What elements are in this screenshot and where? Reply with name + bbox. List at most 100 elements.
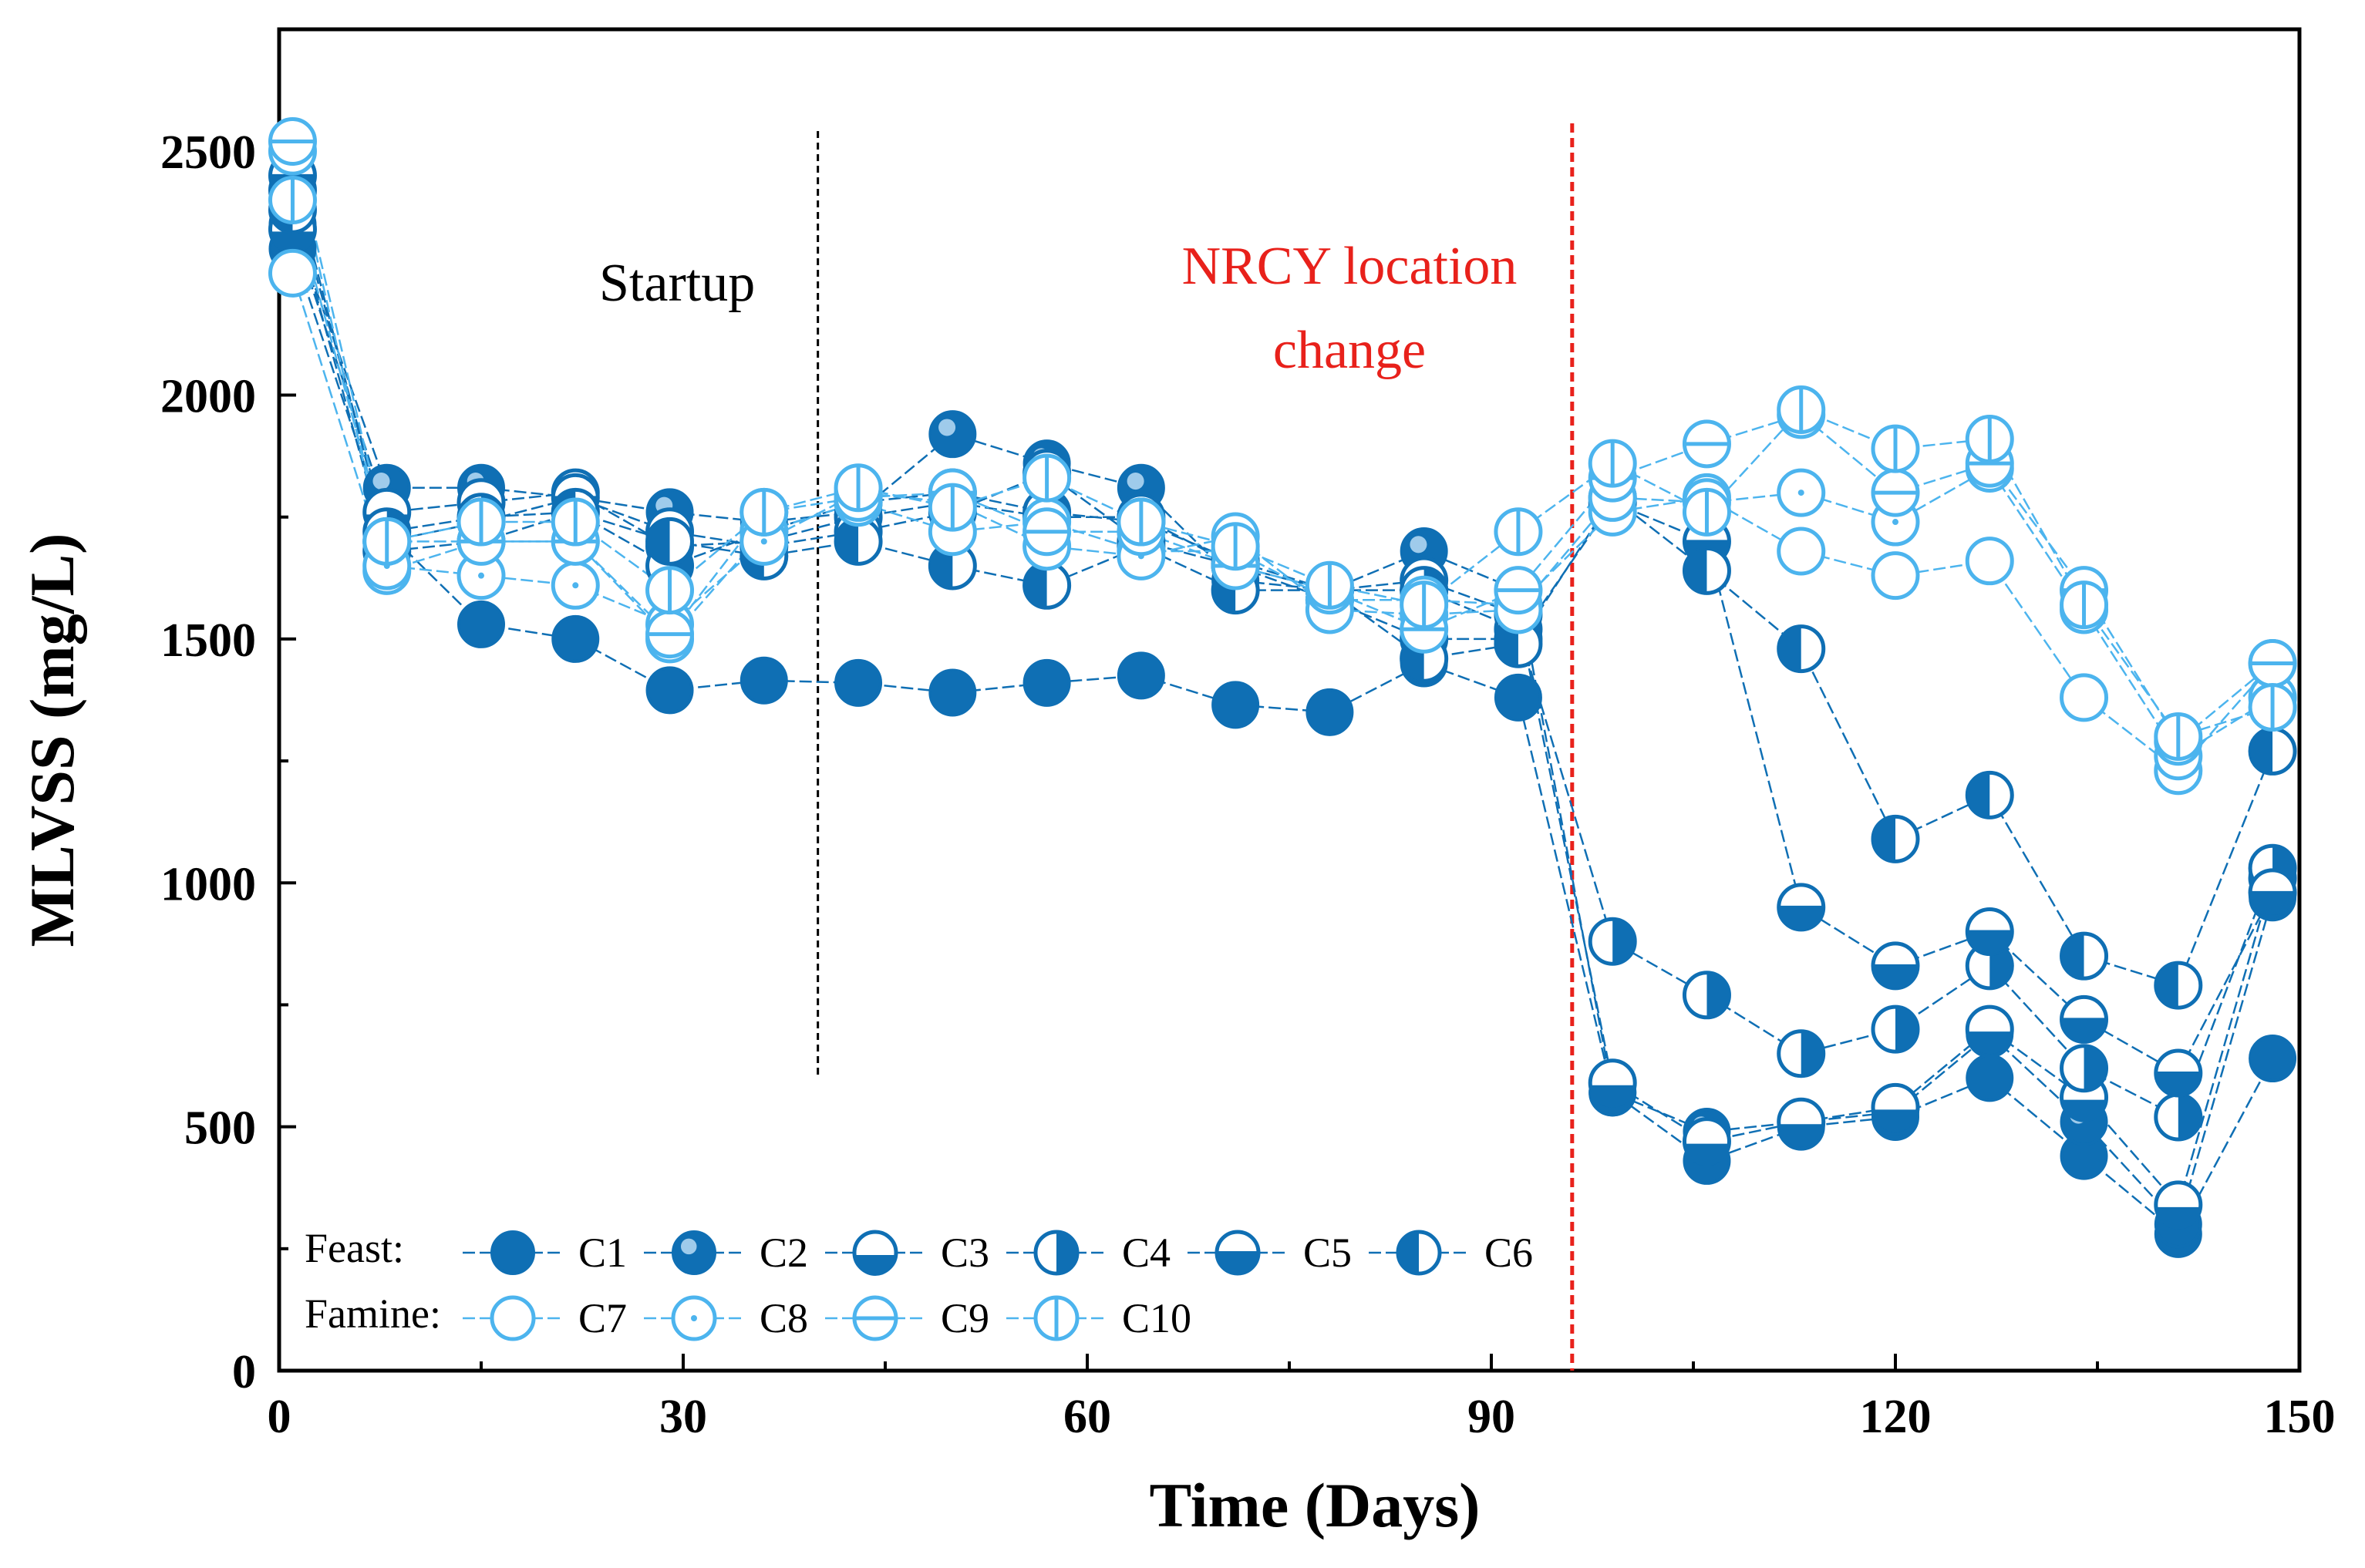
series-line-c1	[291, 248, 2274, 1236]
y-tick-label: 2500	[160, 126, 256, 179]
legend-marker-c6	[1396, 1230, 1442, 1276]
data-point-c10	[739, 487, 789, 537]
legend-marker-c4	[1033, 1230, 1080, 1276]
legend-label-c8: C8	[760, 1295, 808, 1341]
data-point-c8	[551, 560, 600, 610]
data-point-c10	[2248, 682, 2297, 732]
data-point-c7	[2060, 673, 2109, 722]
data-point-c1	[1305, 688, 1354, 736]
data-point-c6	[1871, 814, 1920, 863]
data-point-c1	[1966, 1054, 2014, 1102]
plot-frame	[277, 27, 2302, 1373]
legend-marker-c3	[852, 1230, 898, 1276]
data-point-c5	[2060, 994, 2109, 1044]
y-tick-label: 1500	[160, 614, 256, 667]
data-point-c3	[1682, 1117, 1731, 1166]
x-tick-label: 30	[659, 1391, 707, 1443]
legend-label-c9: C9	[941, 1295, 989, 1341]
legend-label-c1: C1	[578, 1230, 627, 1276]
data-point-c9	[2248, 639, 2297, 688]
data-point-c9	[1494, 566, 1543, 615]
data-point-c1	[551, 614, 600, 663]
annotations: Startup NRCY location change	[599, 237, 1517, 380]
x-tick-label: 0	[268, 1391, 291, 1443]
series-line-c7	[291, 272, 2274, 772]
data-point-c3	[1965, 1004, 2014, 1055]
data-point-c8	[1777, 468, 1826, 517]
data-point-c10	[1777, 385, 1826, 435]
data-point-c6	[1022, 560, 1072, 610]
data-point-c6	[2248, 726, 2297, 776]
data-point-c10	[1305, 560, 1354, 610]
nrcy-label-line1: NRCY location	[1182, 237, 1518, 296]
data-point-c9	[1022, 507, 1072, 557]
y-tick-label: 2000	[160, 371, 256, 423]
data-point-c6	[1777, 624, 1826, 674]
startup-label: Startup	[599, 254, 755, 313]
data-point-c10	[834, 463, 883, 513]
series-group	[268, 117, 2297, 1258]
data-point-c10	[2154, 712, 2203, 761]
data-point-c9	[1682, 419, 1731, 469]
legend-label-c4: C4	[1122, 1230, 1171, 1276]
x-tick-label: 120	[1860, 1391, 1932, 1443]
series-line-c5	[291, 175, 2274, 1075]
data-point-c10	[551, 497, 600, 547]
data-point-c7	[1871, 551, 1920, 601]
y-tick-label: 500	[184, 1102, 256, 1155]
data-point-c1	[1117, 651, 1165, 700]
x-tick-label: 90	[1467, 1391, 1515, 1443]
data-point-c1	[928, 668, 977, 717]
data-point-c5	[2154, 1048, 2203, 1098]
data-point-c6	[1965, 770, 2014, 819]
x-tick-label: 60	[1063, 1391, 1111, 1443]
data-point-c5	[2248, 868, 2297, 917]
legend-label-c3: C3	[941, 1230, 989, 1276]
data-point-c10	[1588, 439, 1637, 488]
data-point-c4	[2154, 1092, 2203, 1142]
data-point-c1	[1022, 658, 1071, 707]
data-point-c9	[645, 610, 695, 659]
legend-marker-c9	[852, 1295, 898, 1341]
data-point-c3	[2154, 1180, 2203, 1230]
series-line-c2	[291, 224, 2274, 1226]
data-point-c4	[2060, 1044, 2109, 1093]
data-point-c10	[928, 483, 977, 532]
data-point-c10	[1211, 522, 1260, 571]
data-point-c10	[1871, 424, 1920, 473]
data-point-c10	[2060, 580, 2109, 630]
y-tick-label: 0	[232, 1346, 256, 1398]
data-point-c3	[1777, 1097, 1826, 1147]
legend-marker-c10	[1033, 1295, 1080, 1341]
data-point-c10	[1494, 507, 1543, 557]
legend-marker-c1	[490, 1230, 535, 1275]
data-point-c10	[362, 516, 412, 566]
data-point-c1	[2249, 1035, 2297, 1083]
y-tick-label: 1000	[160, 858, 256, 910]
data-point-c9	[1871, 468, 1920, 517]
data-point-c4	[1682, 971, 1731, 1020]
series-line-c6	[291, 209, 2274, 987]
data-point-c5	[1965, 907, 2014, 957]
data-point-c7	[1965, 537, 2014, 586]
data-point-c5	[1777, 883, 1826, 932]
data-point-c10	[1117, 497, 1166, 547]
legend-marker-c7	[490, 1295, 536, 1341]
data-point-c3	[1871, 1082, 1920, 1132]
legend-label-c2: C2	[760, 1230, 808, 1276]
data-point-c10	[456, 497, 506, 547]
data-point-c1	[1494, 673, 1542, 722]
data-point-c6	[645, 516, 695, 566]
data-point-c6	[2154, 961, 2203, 1010]
legend-marker-c2	[672, 1230, 716, 1275]
series-line-c4	[291, 190, 2274, 1119]
series-line-c10	[291, 200, 2273, 738]
legend: Feast: Famine: C1 C2 C3 C4 C5 C6 C7 C8 C9 C10	[305, 1225, 1533, 1341]
x-axis-title: Time (Days)	[1150, 1470, 1481, 1540]
data-point-c3	[1588, 1058, 1637, 1108]
series-line-c8	[291, 150, 2273, 758]
series-line-c9	[291, 141, 2273, 743]
data-point-c1	[834, 658, 883, 707]
data-point-c4	[1588, 917, 1637, 966]
